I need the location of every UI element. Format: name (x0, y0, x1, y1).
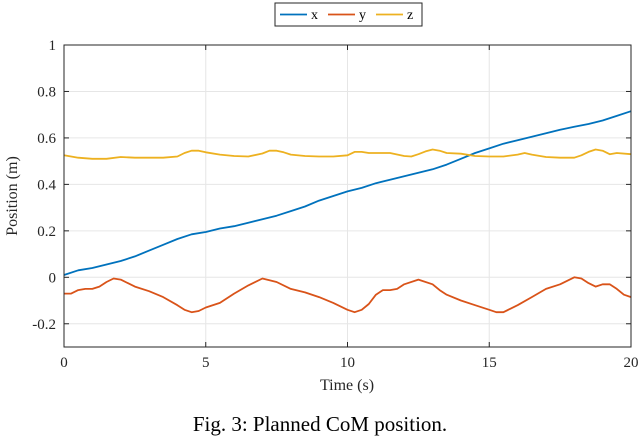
x-axis-title: Time (s) (320, 377, 374, 394)
y-tick-label: 0.8 (37, 84, 56, 100)
legend-label-z: z (407, 8, 413, 23)
series-line-z (63, 148, 632, 160)
y-tick-label: 1 (49, 38, 57, 54)
y-axis-title: Position (m) (4, 156, 21, 236)
figure-caption: Fig. 3: Planned CoM position. (192, 412, 448, 436)
y-tick-label: 0 (49, 270, 57, 286)
legend-label-x: x (311, 8, 318, 23)
line-chart: 0 5 10 15 20 -0.2 0 0.2 0.4 0.6 0.8 1 Time (s) Posi… (4, 2, 639, 394)
series-line-y (64, 276, 632, 314)
ticks: 0 5 10 15 20 -0.2 0 0.2 0.4 0.6 0.8 1 (32, 38, 638, 371)
x-tick-label: 5 (202, 355, 210, 371)
y-tick-label: -0.2 (32, 317, 56, 333)
y-tick-label: 0.4 (37, 177, 56, 193)
legend: x y z (274, 2, 423, 27)
x-tick-label: 15 (482, 355, 497, 371)
x-tick-label: 20 (624, 355, 639, 371)
series-group (63, 110, 632, 314)
x-tick-label: 10 (340, 355, 355, 371)
x-tick-label: 0 (60, 355, 68, 371)
series-line-x (63, 110, 632, 276)
legend-label-y: y (359, 8, 366, 23)
grid (63, 44, 632, 347)
y-tick-label: 0.2 (37, 224, 56, 240)
y-tick-label: 0.6 (37, 131, 56, 147)
